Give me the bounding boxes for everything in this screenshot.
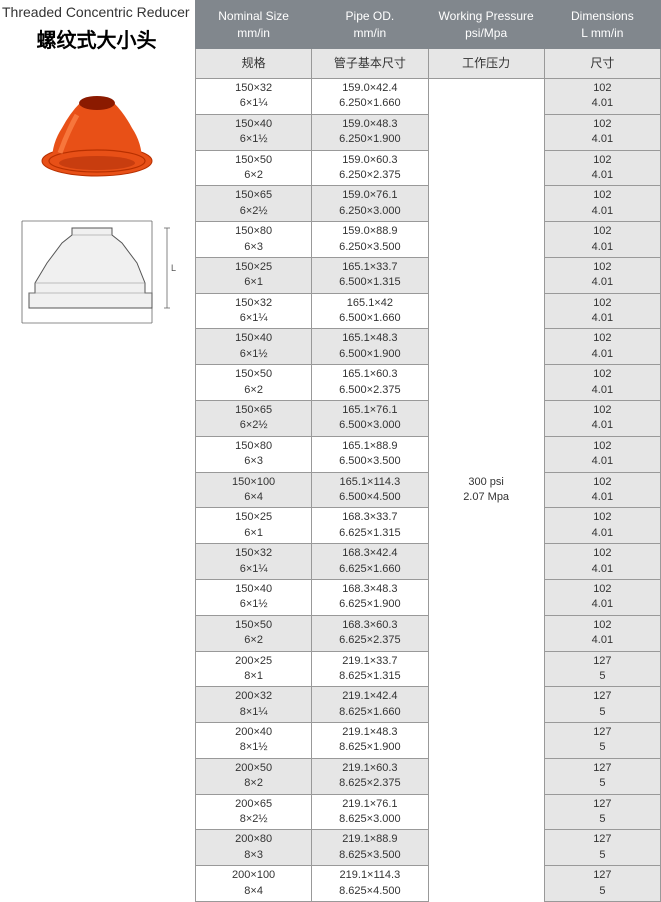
cell-dimension: 1024.01 bbox=[544, 329, 660, 365]
header-pipe-od: Pipe OD.mm/in bbox=[312, 1, 428, 49]
cell-od: 165.1×48.36.500×1.900 bbox=[312, 329, 428, 365]
cell-nominal: 150×406×1½ bbox=[196, 579, 312, 615]
subheader-pipe_od: 管子基本尺寸 bbox=[312, 49, 428, 79]
cell-dimension: 1024.01 bbox=[544, 544, 660, 580]
cell-nominal: 150×406×1½ bbox=[196, 329, 312, 365]
cell-nominal: 150×656×2½ bbox=[196, 186, 312, 222]
cell-dimension: 1024.01 bbox=[544, 365, 660, 401]
subheader-dimensions: 尺寸 bbox=[544, 49, 660, 79]
cell-od: 168.3×33.76.625×1.315 bbox=[312, 508, 428, 544]
header-nominal: Nominal Sizemm/in bbox=[196, 1, 312, 49]
cell-nominal: 150×506×2 bbox=[196, 150, 312, 186]
technical-diagram: L bbox=[17, 213, 177, 333]
cell-nominal: 150×806×3 bbox=[196, 222, 312, 258]
cell-dimension: 1024.01 bbox=[544, 579, 660, 615]
cell-od: 165.1×426.500×1.660 bbox=[312, 293, 428, 329]
product-photo bbox=[32, 83, 162, 183]
cell-od: 159.0×48.36.250×1.900 bbox=[312, 114, 428, 150]
title-english: Threaded Concentric Reducer bbox=[2, 4, 191, 20]
subheader-pressure: 工作压力 bbox=[428, 49, 544, 79]
cell-nominal: 200×508×2 bbox=[196, 758, 312, 794]
cell-od: 165.1×76.16.500×3.000 bbox=[312, 401, 428, 437]
cell-dimension: 1024.01 bbox=[544, 615, 660, 651]
cell-dimension: 1275 bbox=[544, 758, 660, 794]
cell-dimension: 1024.01 bbox=[544, 508, 660, 544]
cell-dimension: 1024.01 bbox=[544, 222, 660, 258]
cell-dimension: 1275 bbox=[544, 866, 660, 902]
cell-dimension: 1024.01 bbox=[544, 472, 660, 508]
cell-nominal: 150×406×1½ bbox=[196, 114, 312, 150]
cell-nominal: 200×1008×4 bbox=[196, 866, 312, 902]
cell-dimension: 1275 bbox=[544, 687, 660, 723]
cell-od: 168.3×48.36.625×1.900 bbox=[312, 579, 428, 615]
cell-nominal: 150×656×2½ bbox=[196, 401, 312, 437]
header-dimensions: DimensionsL mm/in bbox=[544, 1, 660, 49]
cell-dimension: 1275 bbox=[544, 651, 660, 687]
cell-od: 165.1×60.36.500×2.375 bbox=[312, 365, 428, 401]
cell-nominal: 200×808×3 bbox=[196, 830, 312, 866]
cell-dimension: 1024.01 bbox=[544, 257, 660, 293]
cell-od: 159.0×60.36.250×2.375 bbox=[312, 150, 428, 186]
title-chinese: 螺纹式大小头 bbox=[2, 24, 191, 53]
cell-od: 165.1×114.36.500×4.500 bbox=[312, 472, 428, 508]
cell-od: 168.3×60.36.625×2.375 bbox=[312, 615, 428, 651]
cell-dimension: 1024.01 bbox=[544, 79, 660, 115]
cell-od: 219.1×76.18.625×3.000 bbox=[312, 794, 428, 830]
cell-od: 159.0×42.46.250×1.660 bbox=[312, 79, 428, 115]
cell-nominal: 150×326×1¼ bbox=[196, 293, 312, 329]
cell-od: 219.1×88.98.625×3.500 bbox=[312, 830, 428, 866]
cell-dimension: 1275 bbox=[544, 794, 660, 830]
cell-dimension: 1275 bbox=[544, 830, 660, 866]
cell-dimension: 1275 bbox=[544, 723, 660, 759]
cell-od: 219.1×60.38.625×2.375 bbox=[312, 758, 428, 794]
cell-dimension: 1024.01 bbox=[544, 186, 660, 222]
spec-table: Nominal Sizemm/in Pipe OD.mm/in Working … bbox=[195, 0, 661, 902]
cell-od: 159.0×88.96.250×3.500 bbox=[312, 222, 428, 258]
cell-nominal: 150×506×2 bbox=[196, 365, 312, 401]
header-pressure: Working Pressurepsi/Mpa bbox=[428, 1, 544, 49]
cell-nominal: 200×258×1 bbox=[196, 651, 312, 687]
subheader-nominal: 规格 bbox=[196, 49, 312, 79]
cell-od: 168.3×42.46.625×1.660 bbox=[312, 544, 428, 580]
cell-nominal: 150×506×2 bbox=[196, 615, 312, 651]
cell-nominal: 150×256×1 bbox=[196, 508, 312, 544]
cell-od: 159.0×76.16.250×3.000 bbox=[312, 186, 428, 222]
cell-pressure: 300 psi2.07 Mpa bbox=[428, 79, 544, 902]
cell-nominal: 150×1006×4 bbox=[196, 472, 312, 508]
cell-nominal: 200×408×1½ bbox=[196, 723, 312, 759]
cell-od: 165.1×88.96.500×3.500 bbox=[312, 436, 428, 472]
cell-dimension: 1024.01 bbox=[544, 114, 660, 150]
cell-od: 165.1×33.76.500×1.315 bbox=[312, 257, 428, 293]
cell-od: 219.1×42.48.625×1.660 bbox=[312, 687, 428, 723]
cell-nominal: 150×256×1 bbox=[196, 257, 312, 293]
cell-nominal: 150×326×1¼ bbox=[196, 544, 312, 580]
cell-nominal: 200×328×1¼ bbox=[196, 687, 312, 723]
cell-nominal: 150×806×3 bbox=[196, 436, 312, 472]
cell-od: 219.1×48.38.625×1.900 bbox=[312, 723, 428, 759]
cell-dimension: 1024.01 bbox=[544, 401, 660, 437]
cell-dimension: 1024.01 bbox=[544, 436, 660, 472]
cell-dimension: 1024.01 bbox=[544, 293, 660, 329]
svg-text:L: L bbox=[171, 263, 176, 273]
cell-od: 219.1×33.78.625×1.315 bbox=[312, 651, 428, 687]
cell-nominal: 150×326×1¼ bbox=[196, 79, 312, 115]
cell-nominal: 200×658×2½ bbox=[196, 794, 312, 830]
cell-od: 219.1×114.38.625×4.500 bbox=[312, 866, 428, 902]
cell-dimension: 1024.01 bbox=[544, 150, 660, 186]
